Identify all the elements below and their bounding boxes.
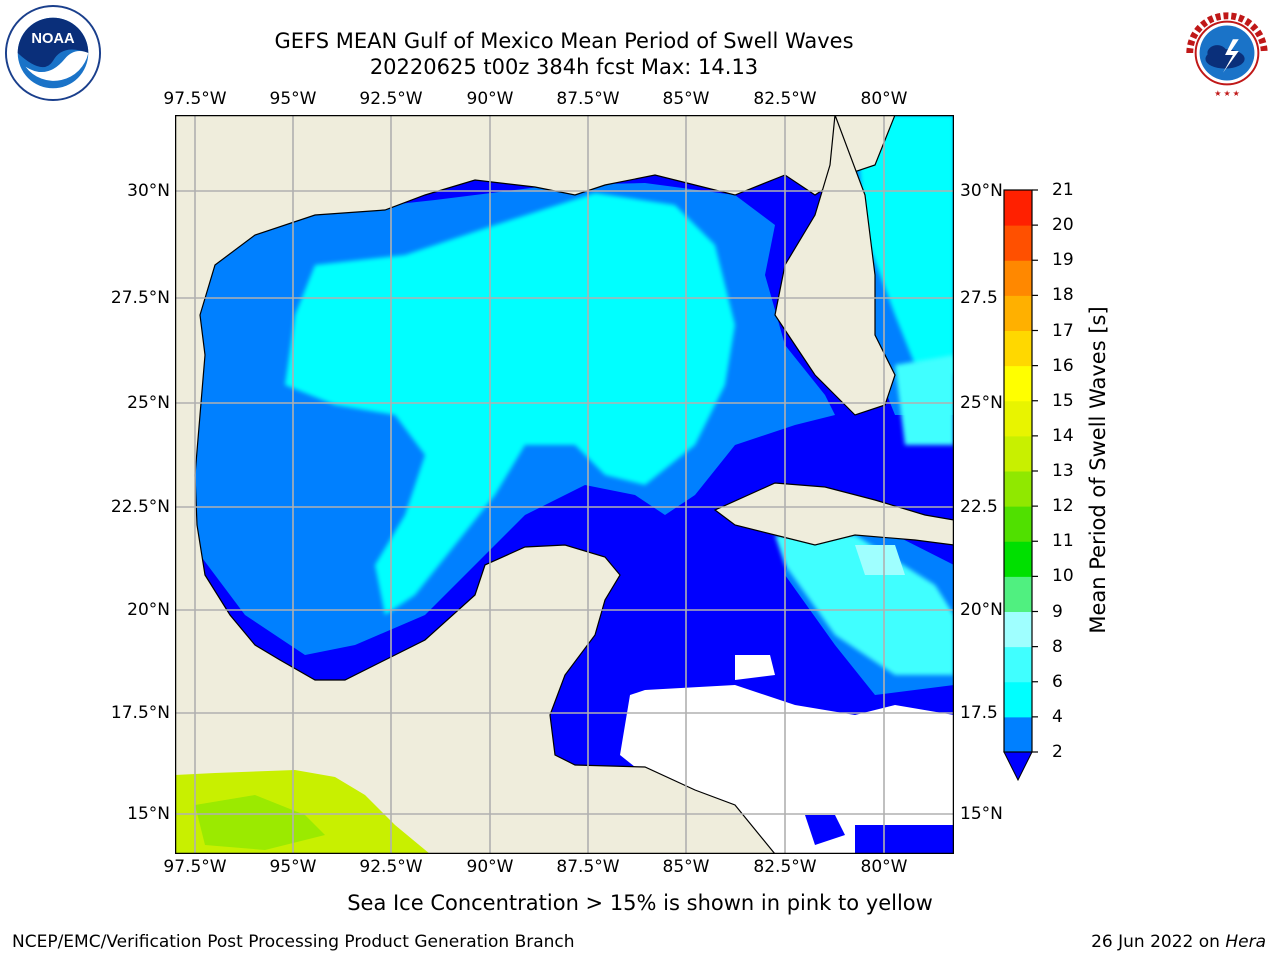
lon-label-top: 92.5°W	[359, 89, 423, 109]
colorbar-tick-label: 14	[1052, 425, 1074, 446]
lat-label-right: 30°N	[960, 181, 1003, 201]
map-frame	[175, 115, 954, 854]
graticule	[175, 115, 954, 854]
lat-label-left: 20°N	[127, 600, 170, 620]
colorbar-bin	[1004, 506, 1032, 542]
lon-label-bottom: 95°W	[269, 857, 317, 877]
colorbar-bin	[1004, 365, 1032, 402]
colorbar-tick-label: 19	[1052, 250, 1074, 271]
lat-label-right: 20°N	[960, 600, 1003, 620]
colorbar-tick-label: 6	[1052, 671, 1063, 692]
lat-label-right: 15°N	[960, 804, 1003, 824]
cuba-land	[713, 482, 954, 546]
colorbar-tick-label: 16	[1052, 355, 1074, 376]
colorbar-bin	[1004, 646, 1032, 683]
colorbar-tick-label: 17	[1052, 320, 1074, 341]
lon-label-bottom: 97.5°W	[163, 857, 227, 877]
lat-label-left: 27.5°N	[110, 288, 170, 308]
colorbar-bin	[1004, 400, 1032, 437]
colorbar-tick-label: 11	[1052, 531, 1074, 552]
lat-label-left: 25°N	[127, 393, 170, 413]
lon-label-bottom: 92.5°W	[359, 857, 423, 877]
noaa-logo: NOAA	[4, 4, 102, 102]
colorbar-bin	[1004, 541, 1032, 577]
colorbar-tick-label: 15	[1052, 390, 1074, 411]
lat-label-right: 27.5	[960, 288, 998, 308]
colorbar-tick-label: 9	[1052, 601, 1063, 622]
colorbar-bin	[1004, 611, 1032, 648]
lon-label-top: 90°W	[466, 89, 514, 109]
colorbar-bin	[1004, 435, 1032, 472]
chart-subtitle: 20220625 t00z 384h fcst Max: 14.13	[369, 55, 759, 79]
lon-label-bottom: 80°W	[860, 857, 908, 877]
lon-label-bottom: 87.5°W	[556, 857, 620, 877]
lon-label-top: 87.5°W	[556, 89, 620, 109]
footer-date: 26 Jun 2022 on Hera	[1091, 932, 1266, 952]
colorbar-bin	[1004, 330, 1032, 367]
lon-label-top: 80°W	[860, 89, 908, 109]
colorbar-bin	[1004, 576, 1032, 612]
footer-date-text: 26 Jun 2022 on	[1091, 932, 1226, 952]
map-panel	[175, 115, 954, 854]
lon-label-top: 82.5°W	[753, 89, 817, 109]
lat-label-right: 25°N	[960, 393, 1003, 413]
colorbar-bin	[1004, 716, 1032, 753]
colorbar-tick-label: 12	[1052, 496, 1074, 517]
florida-land	[774, 115, 896, 416]
colorbar-extend-min	[1003, 751, 1033, 782]
colorbar-tick-label: 10	[1052, 566, 1074, 587]
colorbar-bin	[1004, 190, 1032, 226]
colorbar-bin	[1004, 260, 1032, 296]
colorbar-tick-label: 18	[1052, 285, 1074, 306]
colorbar-tick-label: 2	[1052, 742, 1063, 762]
colorbar-tick-label: 8	[1052, 636, 1063, 657]
svg-text:★ ★ ★: ★ ★ ★	[1214, 89, 1239, 98]
colorbar-bin	[1004, 471, 1032, 507]
lon-label-top: 97.5°W	[163, 89, 227, 109]
lat-label-left: 30°N	[127, 181, 170, 201]
nws-logo: ★ ★ ★	[1179, 5, 1275, 101]
footer-credit: NCEP/EMC/Verification Post Processing Pr…	[12, 932, 575, 952]
chart-title: GEFS MEAN Gulf of Mexico Mean Period of …	[274, 29, 854, 53]
colorbar-bin	[1004, 681, 1032, 718]
colorbar-tick-label: 20	[1052, 215, 1074, 236]
footer-host: Hera	[1225, 932, 1266, 952]
lon-label-bottom: 85°W	[662, 857, 710, 877]
lon-label-top: 95°W	[269, 89, 317, 109]
svg-text:NOAA: NOAA	[31, 31, 75, 47]
lon-label-top: 85°W	[662, 89, 710, 109]
lat-label-left: 17.5°N	[110, 703, 170, 723]
colorbar-bin	[1004, 225, 1032, 261]
colorbar-tick-label: 21	[1052, 180, 1074, 200]
sea-ice-note: Sea Ice Concentration > 15% is shown in …	[347, 891, 933, 915]
colorbar	[1003, 189, 1038, 782]
lon-label-bottom: 90°W	[466, 857, 514, 877]
lat-label-right: 22.5	[960, 497, 998, 517]
colorbar-tick-label: 13	[1052, 461, 1074, 481]
colorbar-bin	[1004, 295, 1032, 331]
colorbar-label: Mean Period of Swell Waves [s]	[1086, 306, 1110, 634]
lat-label-left: 22.5°N	[110, 497, 170, 517]
colorbar-tick-label: 4	[1052, 706, 1063, 727]
lat-label-left: 15°N	[127, 804, 170, 824]
lon-label-bottom: 82.5°W	[753, 857, 817, 877]
lat-label-right: 17.5	[960, 703, 998, 723]
